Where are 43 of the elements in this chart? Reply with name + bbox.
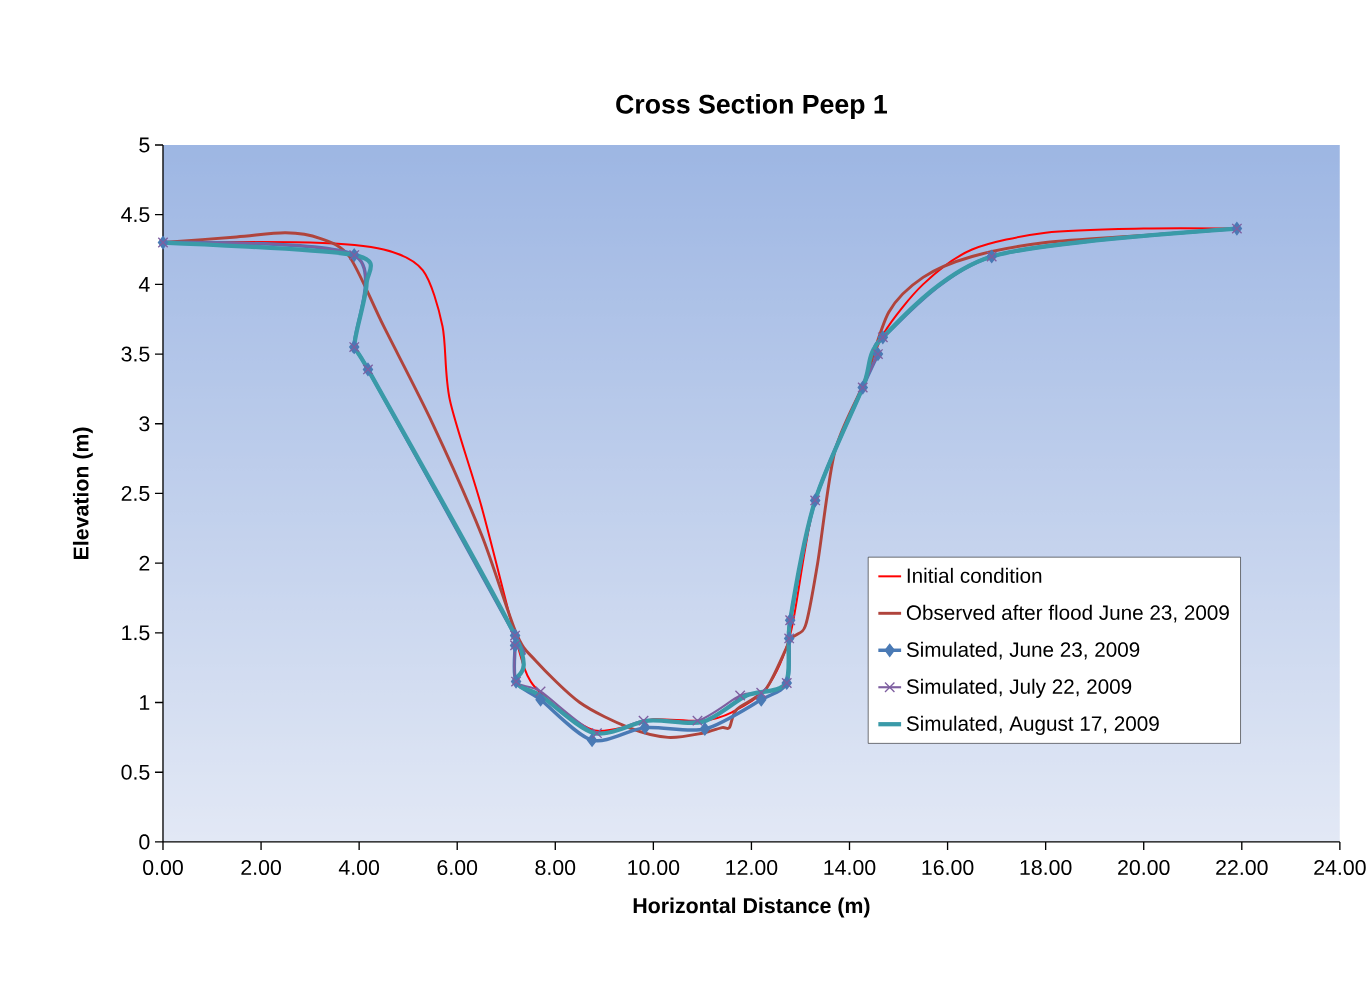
y-tick-label: 3.5 xyxy=(121,346,150,362)
legend-label: Observed after flood June 23, 2009 xyxy=(906,604,1229,623)
x-tick-label: 22.00 xyxy=(1216,860,1268,876)
y-tick-label: 5 xyxy=(139,137,150,153)
y-axis-title: Elevation (m) xyxy=(72,427,93,560)
y-tick-label: 2 xyxy=(139,555,150,571)
point xyxy=(734,690,746,701)
y-tick-label: 1 xyxy=(140,695,150,710)
y-tick-label: 4.5 xyxy=(121,207,150,223)
point xyxy=(692,715,703,727)
chart-title: Cross Section Peep 1 xyxy=(616,94,887,119)
point xyxy=(586,733,598,747)
x-tick-label: 24.00 xyxy=(1314,860,1366,876)
legend-label: Simulated, June 23, 2009 xyxy=(906,641,1140,660)
y-tick-label: 0 xyxy=(139,834,150,850)
x-tick-label: 12.00 xyxy=(726,860,778,876)
x-tick-label: 20.00 xyxy=(1118,860,1170,876)
point xyxy=(639,720,651,735)
y-tick-label: 0.5 xyxy=(121,764,150,780)
point xyxy=(756,693,767,707)
point xyxy=(755,687,767,699)
legend-label: Initial condition xyxy=(907,567,1042,584)
x-tick-label: 14.00 xyxy=(824,860,876,876)
y-tick-label: 3 xyxy=(139,416,150,432)
point xyxy=(535,686,546,697)
point xyxy=(535,693,546,707)
x-tick-label: 8.00 xyxy=(535,860,576,876)
point xyxy=(638,715,649,727)
x-tick-label: 6.00 xyxy=(437,860,478,876)
point xyxy=(591,727,603,739)
x-axis-title: Horizontal Distance (m) xyxy=(633,897,870,918)
y-tick-label: 2.5 xyxy=(121,485,150,502)
y-tick-label: 1.5 xyxy=(122,625,150,641)
point xyxy=(699,722,711,736)
legend-label: Simulated, August 17, 2009 xyxy=(906,715,1159,736)
x-tick-label: 16.00 xyxy=(922,860,974,876)
x-tick-label: 18.00 xyxy=(1020,860,1072,876)
legend-label: Simulated, July 22, 2009 xyxy=(906,678,1132,699)
x-tick-label: 4.00 xyxy=(338,860,380,876)
x-tick-label: 0.00 xyxy=(143,860,183,876)
x-tick-label: 2.00 xyxy=(241,860,281,876)
y-tick-label: 4 xyxy=(138,277,150,292)
x-tick-label: 10.00 xyxy=(628,860,680,876)
